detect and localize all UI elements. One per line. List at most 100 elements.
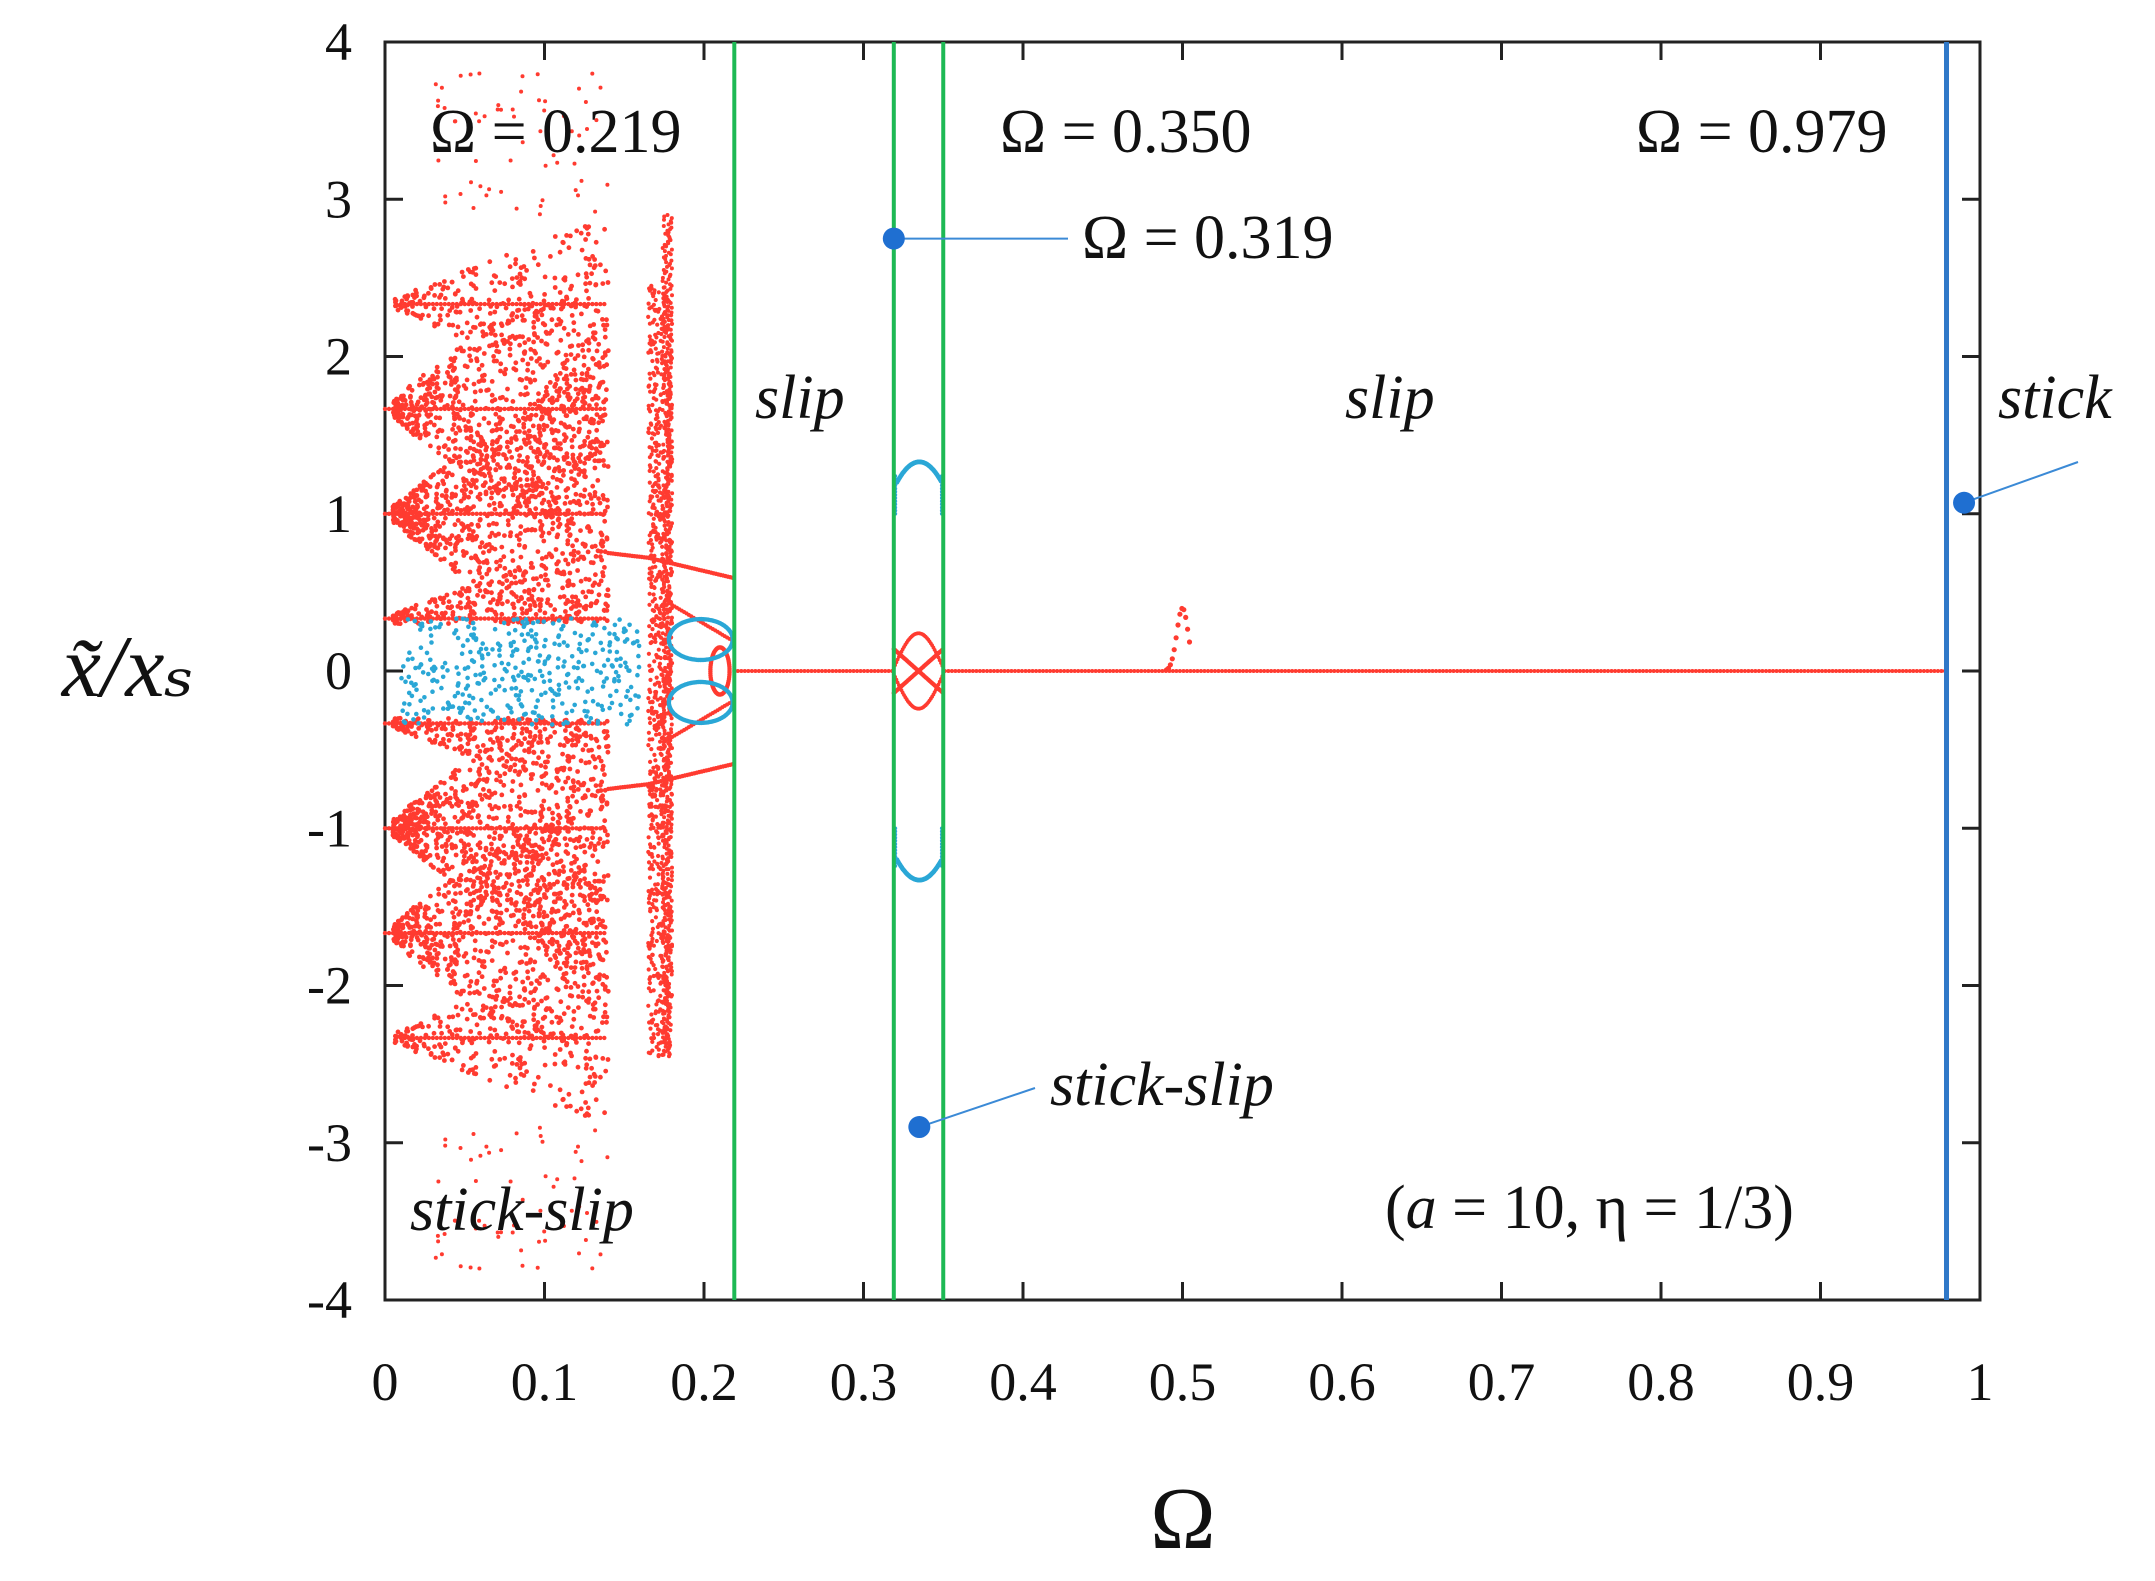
main-point-4000 [420, 312, 425, 318]
main-point-4580 [520, 74, 525, 79]
main-point-4608 [573, 188, 578, 193]
main-point-4429 [499, 748, 504, 753]
main-point-1942 [593, 554, 599, 559]
main-point-4477 [520, 764, 526, 769]
main-point-4048 [399, 298, 405, 304]
main-point-3364 [586, 296, 591, 301]
main-point-1442 [470, 453, 476, 458]
main-point-181 [518, 930, 523, 936]
main-point-3864 [392, 296, 398, 302]
main-point-1301 [492, 830, 498, 836]
main-point-3157 [453, 891, 458, 896]
main-point-4449 [489, 729, 494, 735]
main-point-1731 [394, 819, 400, 824]
main-point-1760 [567, 533, 573, 538]
main-point-4624 [484, 193, 489, 198]
main-point-3974 [519, 275, 525, 281]
main-point-3446 [439, 428, 445, 434]
main-point-3204 [434, 369, 440, 374]
main-point-3576 [503, 456, 509, 462]
main-point-2253 [603, 1068, 609, 1074]
main-point-3489 [530, 913, 536, 919]
main-point-1572 [602, 608, 607, 613]
main-point-1954 [477, 461, 483, 466]
main-point-2573 [508, 931, 514, 936]
main-point-360 [446, 301, 451, 307]
main-point-2069 [452, 843, 458, 849]
main-point-1700 [589, 544, 595, 550]
main-point-901 [576, 917, 582, 922]
main-point-3554 [471, 381, 477, 387]
main-point-3209 [496, 885, 501, 891]
main-point-1851 [460, 788, 466, 793]
main-point-1168 [587, 383, 593, 389]
main-point-4334 [575, 550, 581, 555]
main-point-2120 [395, 504, 401, 509]
main-point-3159 [598, 922, 603, 928]
main-point-1527 [465, 800, 471, 806]
main-point-740 [463, 487, 469, 492]
main-point-2880 [533, 450, 539, 455]
main-point-3640 [564, 357, 570, 363]
main-point-1913 [439, 844, 445, 849]
main-point-426 [578, 301, 583, 307]
main-point-1243 [561, 864, 566, 870]
main-point-4546 [478, 184, 483, 189]
main-point-4805 [648, 720, 653, 726]
main-point-4765 [650, 930, 655, 935]
main-point-438 [602, 301, 607, 307]
main-point-3118 [463, 448, 469, 454]
main-point-180 [518, 406, 523, 412]
main-point-1846 [408, 495, 413, 501]
main-point-37 [454, 826, 459, 831]
main-point-4225 [544, 736, 550, 742]
main-point-2997 [463, 912, 469, 918]
main-point-768 [541, 454, 547, 460]
main-point-3294 [598, 262, 603, 268]
main-point-3170 [450, 400, 456, 405]
main-point-1097 [499, 735, 505, 741]
main-point-3012 [479, 452, 484, 458]
main-point-2499 [597, 887, 603, 892]
main-point-4042 [600, 379, 606, 385]
main-point-2863 [492, 1004, 498, 1010]
main-point-3590 [519, 313, 525, 319]
main-point-2462 [434, 381, 440, 387]
main-point-478 [592, 493, 598, 499]
main-point-3913 [467, 1037, 473, 1043]
main-point-3863 [483, 1005, 489, 1010]
main-point-1966 [560, 551, 565, 556]
main-point-2173 [453, 767, 458, 773]
main-point-1085 [487, 834, 492, 840]
main-point-1389 [587, 934, 592, 939]
main-point-1533 [562, 836, 568, 841]
main-point-3382 [446, 457, 452, 462]
main-point-683 [479, 762, 485, 767]
main-point-2028 [486, 542, 492, 547]
main-point-1829 [432, 792, 437, 798]
main-point-4401 [440, 740, 446, 746]
main-point-3017 [452, 941, 458, 947]
main-point-4461 [495, 735, 500, 741]
main-point-2394 [467, 353, 472, 359]
main-point-1955 [477, 876, 483, 881]
main-point-3400 [564, 451, 570, 457]
main-point-2072 [590, 507, 596, 512]
main-point-3458 [420, 382, 426, 387]
main-point-4531 [487, 1150, 492, 1155]
main-point-2826 [466, 419, 471, 424]
main-point-4943 [651, 988, 656, 993]
main-point-4792 [657, 684, 663, 689]
main-point-265 [462, 721, 467, 726]
main-point-1278 [585, 549, 591, 555]
main-point-4495 [397, 726, 403, 732]
main-point-1606 [583, 594, 589, 600]
main-point-615 [494, 770, 500, 776]
main-point-3569 [392, 927, 398, 933]
main-point-619 [533, 830, 539, 836]
main-point-153 [462, 930, 467, 936]
main-point-3776 [583, 256, 589, 261]
main-point-3800 [501, 341, 507, 346]
main-point-1056 [602, 518, 608, 524]
main-point-3796 [489, 280, 495, 286]
